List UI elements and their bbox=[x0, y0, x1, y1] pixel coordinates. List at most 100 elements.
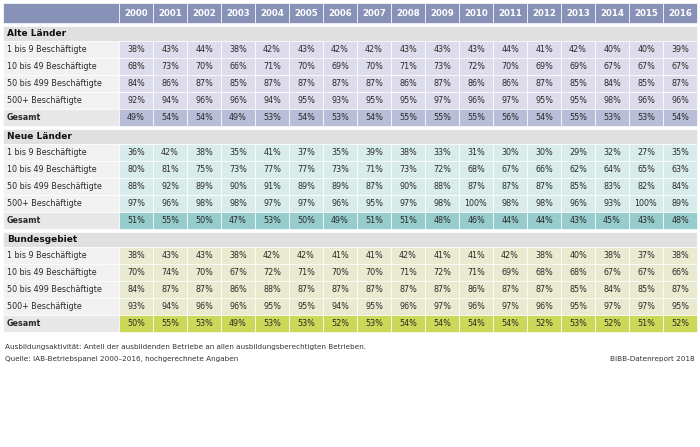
Bar bbox=[595, 178, 629, 195]
Bar bbox=[493, 161, 527, 178]
Text: 39%: 39% bbox=[365, 148, 383, 157]
Bar bbox=[119, 58, 153, 75]
Bar bbox=[391, 195, 425, 212]
Bar bbox=[561, 195, 595, 212]
Bar bbox=[187, 264, 221, 281]
Bar bbox=[255, 247, 289, 264]
Bar bbox=[323, 281, 357, 298]
Text: 56%: 56% bbox=[501, 113, 519, 122]
Bar bbox=[663, 298, 697, 315]
Bar bbox=[357, 75, 391, 92]
Bar bbox=[459, 3, 493, 23]
Text: 88%: 88% bbox=[433, 182, 451, 191]
Text: 87%: 87% bbox=[433, 79, 451, 88]
Text: 86%: 86% bbox=[161, 79, 179, 88]
Bar bbox=[187, 281, 221, 298]
Bar bbox=[629, 247, 663, 264]
Text: 97%: 97% bbox=[399, 199, 417, 208]
Bar bbox=[493, 58, 527, 75]
Text: 70%: 70% bbox=[365, 62, 383, 71]
Text: 87%: 87% bbox=[365, 182, 383, 191]
Text: 43%: 43% bbox=[637, 216, 655, 225]
Text: 32%: 32% bbox=[603, 148, 621, 157]
Text: 73%: 73% bbox=[331, 165, 349, 174]
Bar bbox=[153, 298, 187, 315]
Text: 47%: 47% bbox=[229, 216, 247, 225]
Text: 87%: 87% bbox=[365, 285, 383, 294]
Text: 53%: 53% bbox=[263, 113, 281, 122]
Text: 87%: 87% bbox=[433, 285, 451, 294]
Text: 55%: 55% bbox=[161, 319, 179, 328]
Text: 52%: 52% bbox=[671, 319, 689, 328]
Text: 2014: 2014 bbox=[600, 8, 624, 17]
Bar bbox=[255, 264, 289, 281]
Bar bbox=[629, 144, 663, 161]
Text: 27%: 27% bbox=[637, 148, 655, 157]
Bar bbox=[663, 264, 697, 281]
Text: 95%: 95% bbox=[399, 96, 417, 105]
Bar bbox=[527, 3, 561, 23]
Bar bbox=[3, 26, 697, 41]
Text: 98%: 98% bbox=[501, 199, 519, 208]
Bar bbox=[425, 161, 459, 178]
Text: 87%: 87% bbox=[467, 182, 485, 191]
Text: 38%: 38% bbox=[195, 148, 213, 157]
Text: 52%: 52% bbox=[331, 319, 349, 328]
Bar bbox=[357, 178, 391, 195]
Text: 87%: 87% bbox=[263, 79, 281, 88]
Bar bbox=[459, 315, 493, 332]
Text: 53%: 53% bbox=[297, 319, 315, 328]
Text: 43%: 43% bbox=[433, 45, 451, 54]
Text: 49%: 49% bbox=[229, 113, 247, 122]
Bar bbox=[323, 41, 357, 58]
Text: 68%: 68% bbox=[127, 62, 145, 71]
Text: 43%: 43% bbox=[569, 216, 587, 225]
Bar bbox=[187, 58, 221, 75]
Bar bbox=[595, 161, 629, 178]
Text: 96%: 96% bbox=[399, 302, 417, 311]
Bar bbox=[391, 144, 425, 161]
Bar bbox=[255, 109, 289, 126]
Bar bbox=[459, 247, 493, 264]
Text: 96%: 96% bbox=[637, 96, 655, 105]
Bar bbox=[255, 41, 289, 58]
Text: 31%: 31% bbox=[467, 148, 485, 157]
Text: 42%: 42% bbox=[399, 251, 417, 260]
Text: 62%: 62% bbox=[569, 165, 587, 174]
Bar bbox=[391, 92, 425, 109]
Text: 84%: 84% bbox=[603, 285, 621, 294]
Bar bbox=[119, 75, 153, 92]
Bar bbox=[357, 247, 391, 264]
Bar bbox=[493, 41, 527, 58]
Bar bbox=[255, 144, 289, 161]
Bar bbox=[289, 161, 323, 178]
Text: 2013: 2013 bbox=[566, 8, 590, 17]
Text: 53%: 53% bbox=[195, 319, 213, 328]
Text: 53%: 53% bbox=[637, 113, 655, 122]
Bar bbox=[119, 92, 153, 109]
Bar bbox=[663, 315, 697, 332]
Bar bbox=[153, 247, 187, 264]
Text: 55%: 55% bbox=[433, 113, 451, 122]
Bar bbox=[255, 3, 289, 23]
Text: 72%: 72% bbox=[263, 268, 281, 277]
Text: 72%: 72% bbox=[467, 62, 485, 71]
Bar bbox=[561, 3, 595, 23]
Bar bbox=[323, 264, 357, 281]
Text: 44%: 44% bbox=[535, 216, 553, 225]
Text: 89%: 89% bbox=[331, 182, 349, 191]
Bar bbox=[357, 58, 391, 75]
Bar bbox=[595, 298, 629, 315]
Bar bbox=[3, 247, 119, 264]
Bar bbox=[663, 161, 697, 178]
Text: 38%: 38% bbox=[671, 251, 689, 260]
Bar bbox=[357, 109, 391, 126]
Bar bbox=[187, 92, 221, 109]
Text: 69%: 69% bbox=[501, 268, 519, 277]
Text: 2005: 2005 bbox=[294, 8, 318, 17]
Text: 65%: 65% bbox=[637, 165, 655, 174]
Text: 33%: 33% bbox=[433, 148, 451, 157]
Text: 64%: 64% bbox=[603, 165, 621, 174]
Bar bbox=[3, 264, 119, 281]
Bar bbox=[629, 178, 663, 195]
